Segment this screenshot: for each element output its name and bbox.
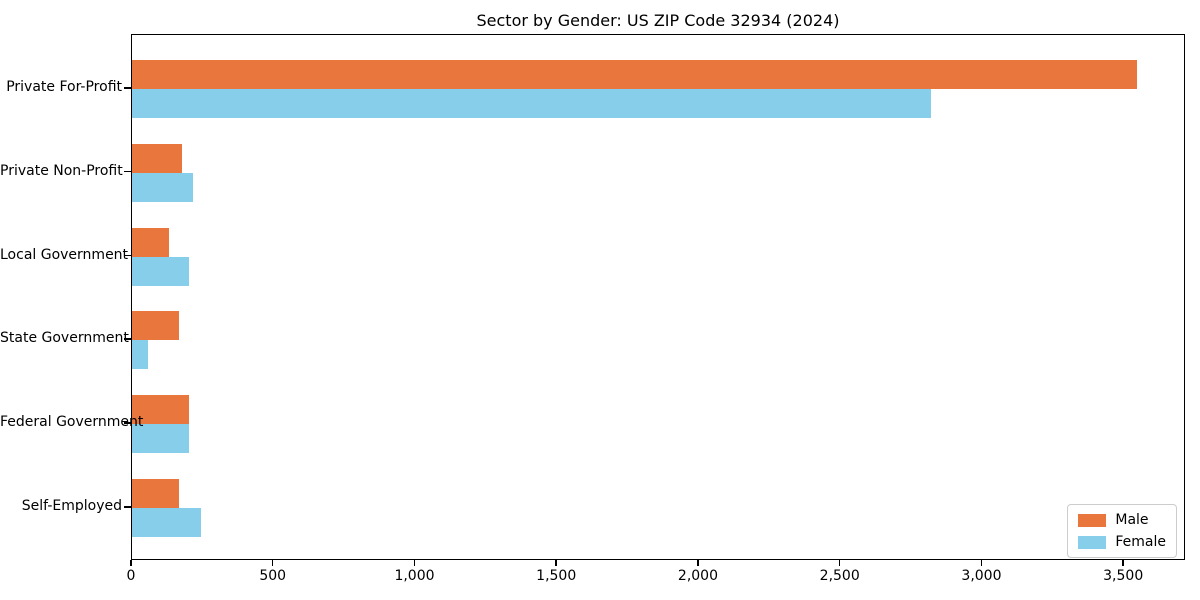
x-tick-label: 3,500	[1103, 568, 1144, 584]
x-tick-label: 2,500	[819, 568, 860, 584]
x-tick-label: 1,500	[536, 568, 577, 584]
y-tick-mark	[124, 338, 131, 340]
x-tick-mark	[130, 560, 132, 566]
legend-swatch-female	[1078, 535, 1107, 549]
bar-female-3	[132, 340, 148, 370]
bar-male-1	[132, 143, 182, 173]
y-tick-label: Local Government	[0, 246, 129, 263]
bar-male-5	[132, 479, 179, 508]
y-tick-label: Private For-Profit	[6, 79, 122, 95]
bar-female-5	[132, 508, 201, 537]
x-tick-label: 3,000	[961, 568, 1002, 584]
bar-male-2	[132, 227, 169, 257]
x-tick-label: 2,000	[677, 568, 719, 584]
y-tick-label: State Government	[0, 330, 129, 347]
y-tick-mark	[124, 422, 131, 424]
legend-label: Female	[1115, 534, 1166, 550]
y-tick-mark	[124, 254, 131, 257]
bar-female-0	[132, 89, 931, 118]
x-tick-mark	[413, 560, 416, 566]
legend-item-male: Male	[1078, 512, 1166, 528]
bar-female-4	[132, 424, 189, 454]
y-tick-label: Private Non-Profit	[0, 162, 123, 179]
bar-female-1	[132, 172, 193, 202]
x-tick-mark	[271, 560, 274, 566]
x-tick-label: 500	[259, 568, 287, 584]
x-tick-label: 0	[126, 568, 136, 584]
y-tick-label: Self-Employed	[21, 498, 122, 514]
y-tick-mark	[124, 170, 131, 173]
x-tick-mark	[555, 560, 557, 566]
legend-label: Male	[1115, 512, 1149, 528]
y-tick-mark	[124, 87, 131, 89]
y-tick-label: Federal Government	[0, 414, 144, 431]
x-tick-mark	[838, 560, 841, 566]
bar-male-3	[132, 311, 179, 341]
x-tick-mark	[980, 560, 983, 566]
legend-item-female: Female	[1078, 534, 1166, 550]
y-tick-mark	[124, 506, 131, 508]
legend: Male Female	[1067, 504, 1177, 558]
bar-female-2	[132, 256, 189, 286]
x-tick-label: 1,000	[394, 568, 435, 584]
x-tick-mark	[1122, 560, 1124, 566]
bar-male-0	[132, 60, 1137, 89]
legend-swatch-male	[1078, 513, 1107, 527]
bar-male-4	[132, 395, 189, 425]
plot-area	[131, 34, 1185, 560]
chart-title: Sector by Gender: US ZIP Code 32934 (202…	[476, 11, 840, 30]
x-tick-mark	[697, 560, 699, 566]
